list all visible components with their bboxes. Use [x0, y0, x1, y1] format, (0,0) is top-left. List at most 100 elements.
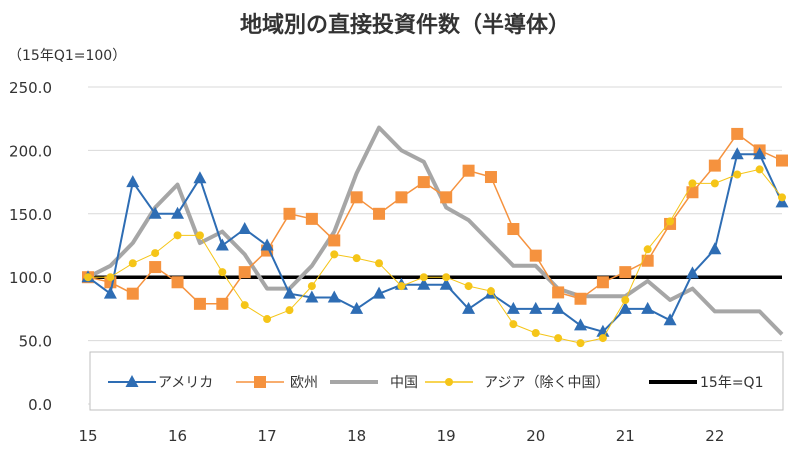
- data-point-europe: [619, 266, 632, 279]
- data-point-america: [641, 301, 655, 314]
- data-point-america: [417, 277, 431, 290]
- series-line-asia: [88, 168, 783, 344]
- data-point-america: [708, 242, 722, 255]
- y-tick-label: 150.0: [9, 206, 52, 224]
- y-axis-unit-label: （15年Q1=100）: [8, 48, 126, 64]
- data-point-america: [372, 286, 386, 299]
- data-point-asia: [195, 231, 204, 240]
- data-point-europe: [708, 159, 721, 172]
- data-point-america: [730, 147, 744, 160]
- data-point-europe: [731, 127, 744, 140]
- data-point-america: [103, 286, 117, 299]
- data-point-america: [663, 313, 677, 326]
- data-point-europe: [193, 297, 206, 310]
- data-point-europe: [350, 191, 363, 204]
- data-point-america: [618, 301, 632, 314]
- legend-label: アジア（除く中国）: [484, 375, 609, 391]
- series-markers-america: [81, 147, 789, 337]
- data-point-europe: [283, 207, 296, 220]
- data-point-europe: [216, 297, 229, 310]
- data-point-asia: [464, 282, 473, 291]
- legend-entry-america: アメリカ: [108, 375, 213, 391]
- data-point-america: [462, 301, 476, 314]
- data-point-america: [327, 290, 341, 303]
- data-point-europe: [395, 191, 408, 204]
- data-point-america: [171, 206, 185, 219]
- data-point-america: [529, 301, 543, 314]
- legend-label: アメリカ: [158, 375, 213, 391]
- x-tick-label: 20: [526, 427, 545, 445]
- data-point-asia: [531, 328, 540, 337]
- data-point-asia: [307, 282, 316, 291]
- data-point-europe: [328, 234, 341, 247]
- x-tick-label: 21: [616, 427, 635, 445]
- data-point-europe: [776, 154, 788, 167]
- data-point-america: [775, 195, 789, 208]
- data-point-asia: [263, 315, 272, 324]
- data-point-asia: [128, 259, 137, 268]
- data-point-america: [574, 318, 588, 331]
- data-point-asia: [621, 296, 630, 305]
- legend-entry-baseline: 15年=Q1: [649, 375, 763, 391]
- data-point-america: [350, 301, 364, 314]
- data-point-asia: [733, 170, 742, 179]
- legend-entry-europe: 欧州: [236, 375, 318, 391]
- data-point-asia: [598, 334, 607, 343]
- y-tick-label: 200.0: [9, 142, 52, 160]
- data-point-asia: [666, 217, 675, 226]
- y-tick-label: 50.0: [19, 333, 52, 351]
- data-point-asia: [106, 273, 115, 282]
- data-point-asia: [442, 273, 451, 282]
- legend-entry-china: 中国: [330, 375, 418, 391]
- x-tick-label: 19: [437, 427, 456, 445]
- legend: アメリカ 欧州 中国 アジア（除く中国） 15年=Q1: [89, 351, 784, 411]
- data-point-asia: [486, 287, 495, 296]
- series-markers-asia: [84, 165, 786, 348]
- legend-entry-asia: アジア（除く中国）: [425, 375, 609, 391]
- y-tick-label: 100.0: [9, 269, 52, 287]
- data-point-america: [596, 324, 610, 337]
- x-tick-label: 15: [78, 427, 97, 445]
- data-point-america: [238, 222, 252, 235]
- data-point-america: [506, 301, 520, 314]
- data-point-europe: [507, 223, 520, 236]
- data-point-america: [193, 171, 207, 184]
- chart-title: 地域別の直接投資件数（半導体）: [240, 12, 570, 38]
- data-point-asia: [554, 334, 563, 343]
- legend-marker: [445, 378, 453, 386]
- data-point-europe: [440, 191, 453, 204]
- data-point-america: [126, 175, 140, 188]
- data-point-america: [148, 206, 162, 219]
- data-point-europe: [305, 212, 318, 225]
- data-point-asia: [576, 339, 585, 348]
- data-point-europe: [171, 276, 184, 289]
- data-point-asia: [419, 273, 428, 282]
- data-point-asia: [509, 320, 518, 329]
- legend-label: 15年=Q1: [700, 375, 763, 391]
- data-point-asia: [285, 306, 294, 315]
- series-line-america: [87, 153, 783, 333]
- data-point-america: [215, 238, 229, 251]
- data-point-asia: [755, 165, 764, 174]
- data-point-asia: [151, 249, 160, 258]
- data-point-europe: [149, 261, 162, 274]
- data-point-america: [260, 238, 274, 251]
- data-point-asia: [643, 245, 652, 254]
- data-point-asia: [375, 259, 384, 268]
- data-point-europe: [373, 207, 386, 220]
- x-tick-label: 16: [168, 427, 187, 445]
- data-point-america: [685, 266, 699, 279]
- data-point-asia: [778, 193, 786, 202]
- data-point-europe: [574, 292, 587, 305]
- series-markers-europe: [82, 127, 788, 310]
- y-tick-label: 0.0: [28, 396, 52, 414]
- data-point-europe: [641, 254, 654, 267]
- data-point-asia: [330, 250, 339, 259]
- data-point-asia: [173, 231, 182, 240]
- x-axis-ticks: 15 16 17 18 19 20 21 22: [78, 427, 724, 445]
- data-point-europe: [686, 186, 699, 199]
- data-point-europe: [462, 164, 475, 177]
- data-point-asia: [397, 282, 406, 291]
